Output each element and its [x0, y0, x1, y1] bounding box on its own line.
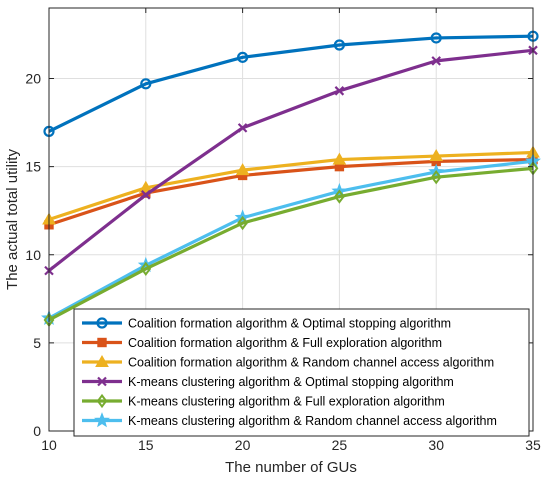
- data-point: [95, 354, 109, 367]
- legend-item-4: K-means clustering algorithm & Optimal s…: [82, 375, 454, 389]
- y-tick-label: 15: [25, 159, 41, 175]
- data-point: [430, 170, 442, 185]
- legend-item-6: K-means clustering algorithm & Random ch…: [82, 412, 497, 428]
- y-axis-label: The actual total utility: [4, 149, 21, 290]
- data-point: [237, 51, 249, 63]
- series-line: [48, 159, 534, 320]
- x-tick-label: 30: [428, 437, 444, 453]
- series-6: [41, 152, 541, 325]
- data-point: [333, 39, 345, 51]
- data-point: [334, 86, 345, 96]
- data-point: [96, 317, 108, 329]
- legend-label: K-means clustering algorithm & Optimal s…: [128, 375, 454, 389]
- y-tick-label: 5: [33, 335, 41, 351]
- data-point: [334, 189, 345, 204]
- data-point: [429, 149, 444, 162]
- data-point: [140, 261, 152, 277]
- data-point: [138, 180, 153, 193]
- legend-label: Coalition formation algorithm & Full exp…: [128, 336, 442, 350]
- series-4: [44, 45, 538, 276]
- data-point: [141, 190, 151, 200]
- legend-item-5: K-means clustering algorithm & Full expl…: [82, 393, 445, 409]
- x-tick-label: 20: [235, 437, 251, 453]
- legend-label: Coalition formation algorithm & Random c…: [128, 356, 494, 370]
- data-point: [235, 163, 250, 176]
- series-line: [48, 34, 534, 133]
- legend: Coalition formation algorithm & Optimal …: [73, 308, 530, 437]
- data-point: [430, 32, 442, 44]
- axis-ticks: 10 15 20 25 30 35 0 5 10 15 20: [25, 8, 541, 453]
- legend-label: Coalition formation algorithm & Optimal …: [128, 317, 451, 331]
- y-tick-label: 0: [33, 423, 41, 439]
- legend-item-1: Coalition formation algorithm & Optimal …: [82, 317, 451, 331]
- legend-box: [73, 308, 530, 437]
- data-point: [237, 123, 248, 133]
- data-point: [237, 215, 248, 231]
- data-point: [97, 376, 107, 387]
- legend-label: K-means clustering algorithm & Full expl…: [128, 395, 445, 409]
- series-line: [48, 157, 534, 227]
- series-3: [42, 145, 540, 225]
- data-point: [97, 337, 107, 348]
- series-5: [43, 161, 539, 328]
- legend-label: K-means clustering algorithm & Random ch…: [128, 414, 497, 428]
- x-tick-label: 15: [138, 437, 154, 453]
- data-point: [332, 152, 347, 165]
- series-1: [43, 30, 539, 137]
- x-tick-label: 35: [525, 437, 541, 453]
- data-point: [140, 78, 152, 90]
- legend-item-3: Coalition formation algorithm & Random c…: [82, 354, 494, 370]
- data-point: [431, 56, 441, 66]
- x-tick-label: 10: [41, 437, 57, 453]
- series-group: [41, 30, 541, 328]
- data-point: [96, 393, 108, 409]
- series-line: [48, 150, 534, 222]
- y-tick-label: 20: [25, 71, 41, 87]
- x-axis-label: The number of GUs: [225, 459, 357, 476]
- data-point: [94, 412, 110, 428]
- series-line: [48, 166, 534, 322]
- series-line: [48, 48, 534, 272]
- x-tick-label: 25: [332, 437, 348, 453]
- legend-item-2: Coalition formation algorithm & Full exp…: [82, 336, 442, 350]
- y-tick-label: 10: [25, 247, 41, 263]
